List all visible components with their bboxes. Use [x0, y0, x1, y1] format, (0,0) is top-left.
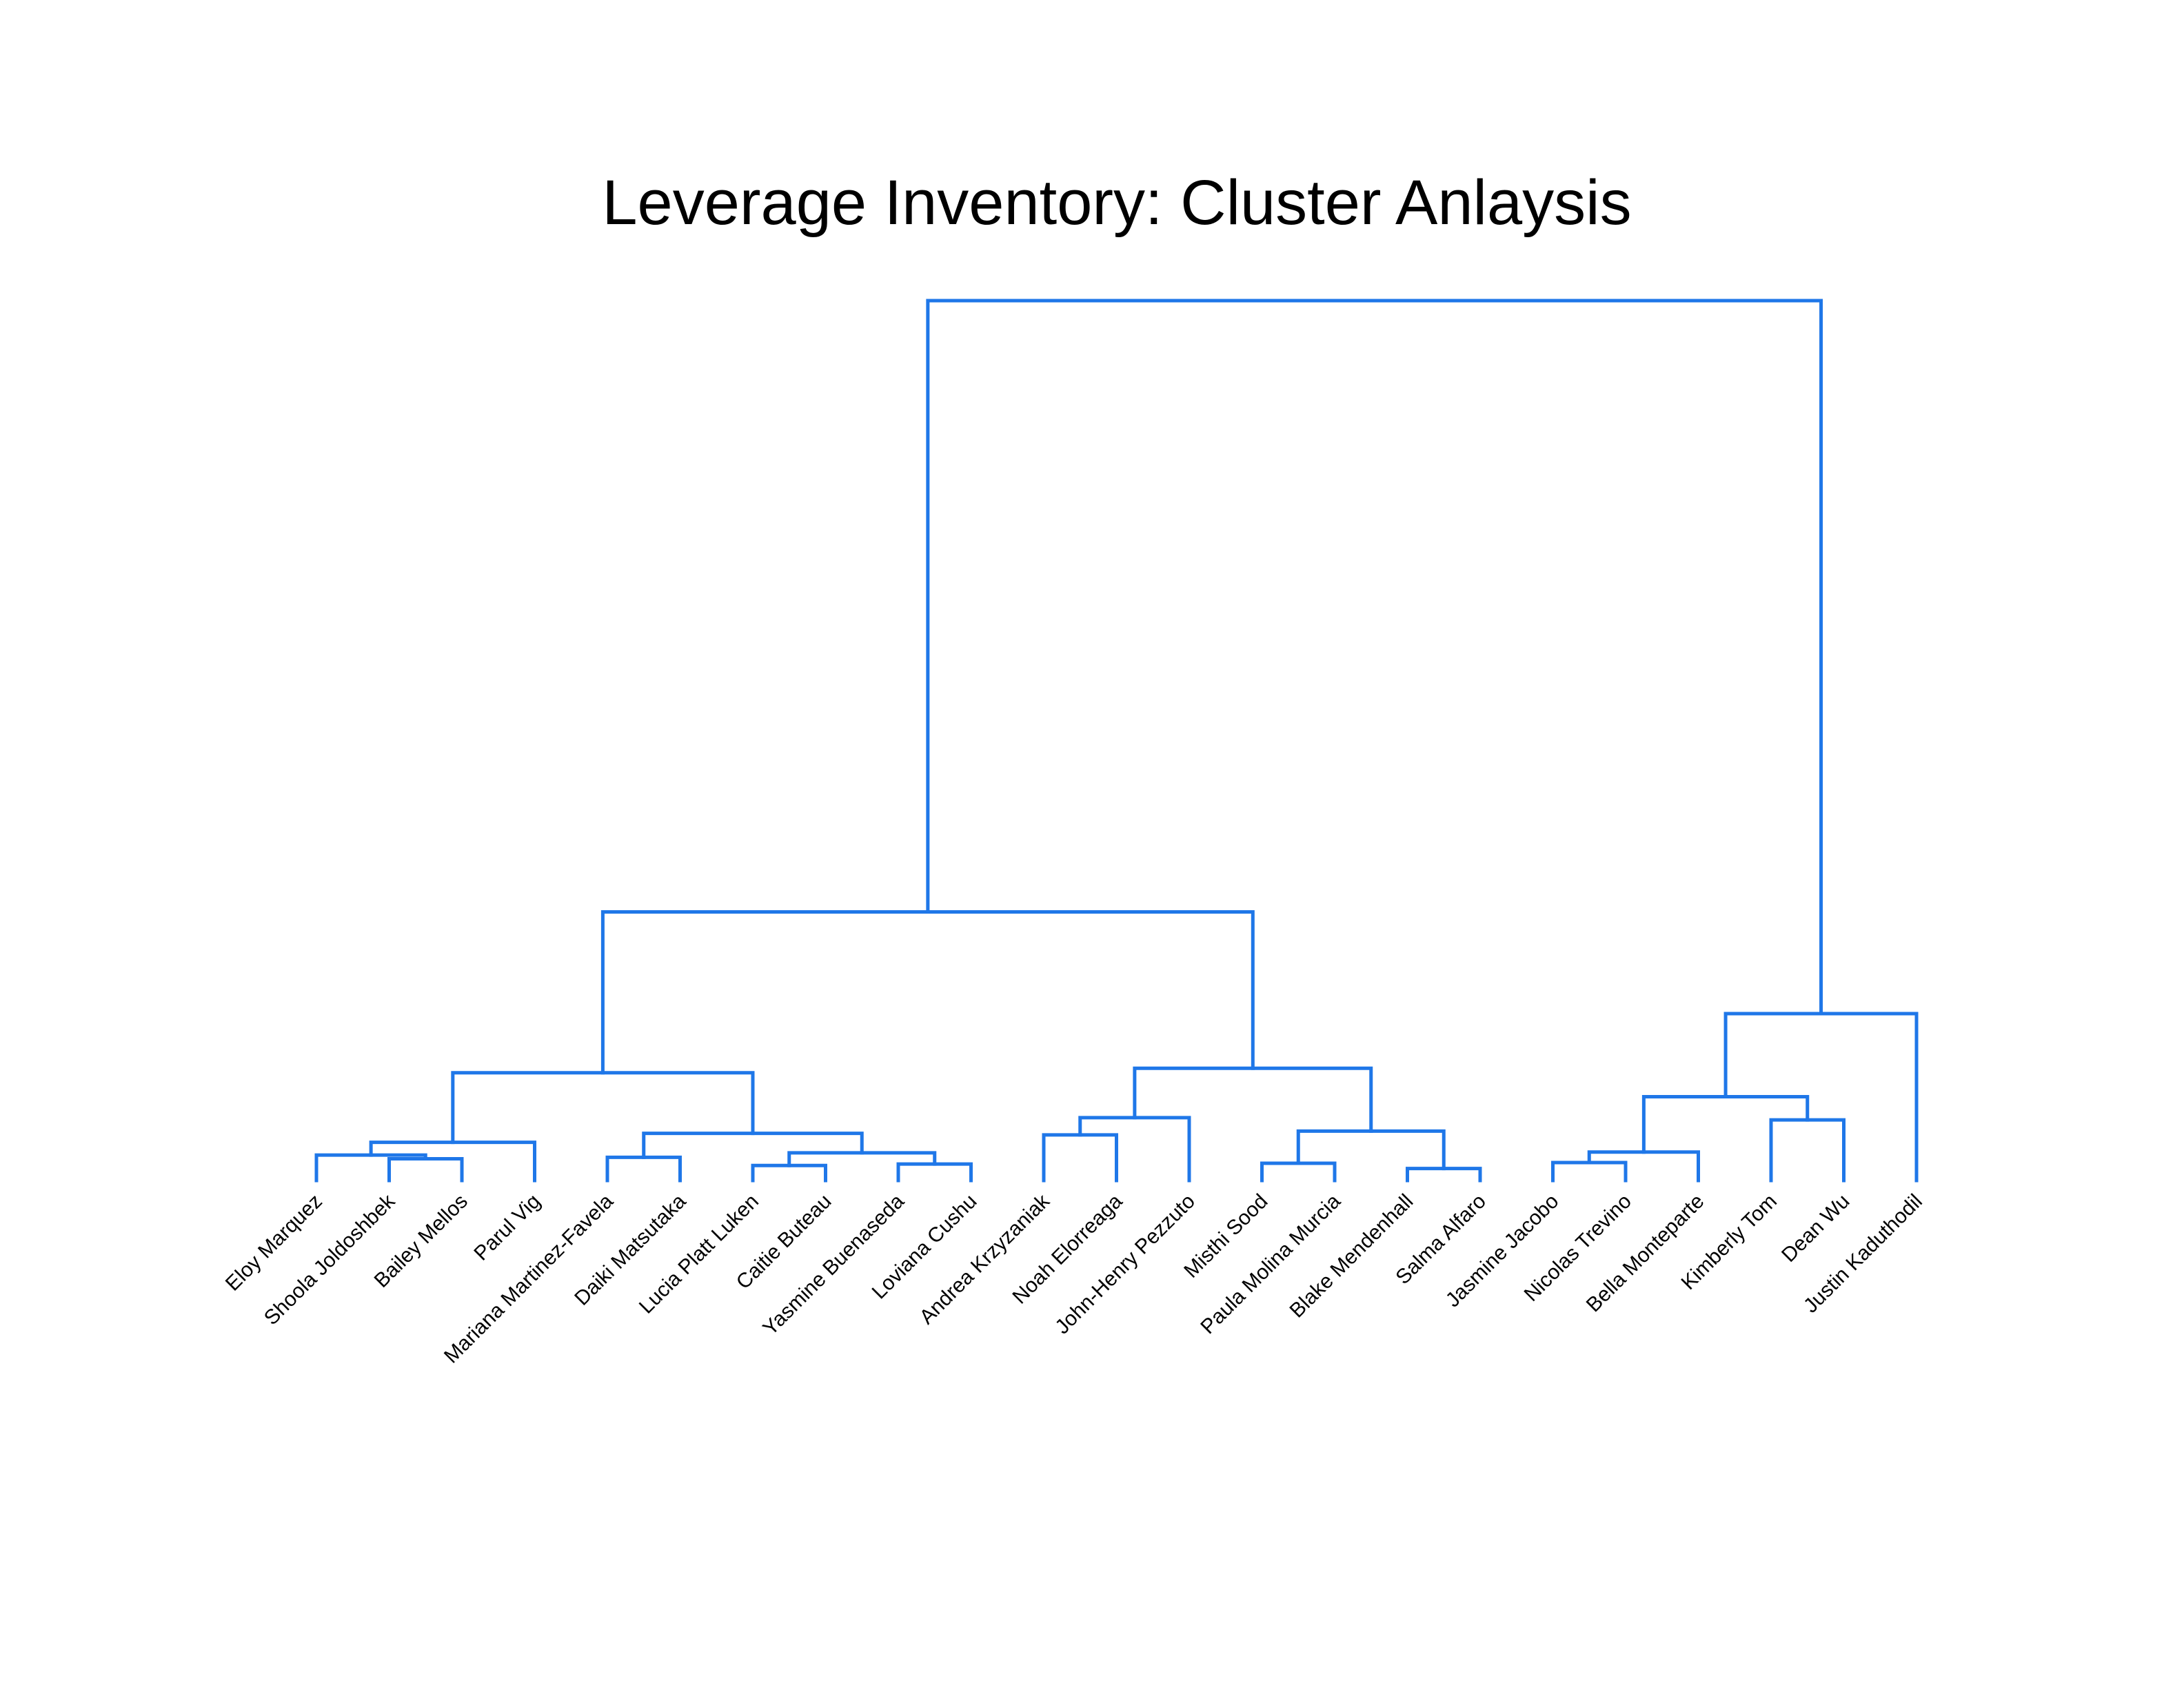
leaf-label-yasmine-buenaseda: Yasmine Buenaseda [758, 1189, 909, 1340]
dendrogram-link-c15 [1133, 1066, 1373, 1133]
leaf-label-dean-wu: Dean Wu [1777, 1190, 1854, 1267]
leaf-label-paula-molina-murcia: Paula Molina Murcia [1196, 1189, 1345, 1338]
dendrogram-link-c22 [926, 299, 1823, 1016]
leaf-label-parul-vig: Parul Vig [469, 1190, 545, 1265]
dendrogram-link-c18 [1587, 1150, 1700, 1183]
dendrogram-link-c12 [1260, 1161, 1337, 1183]
dendrogram-link-c3 [369, 1141, 536, 1183]
dendrogram-link-c16 [600, 910, 1255, 1075]
dendrogram-link-c17 [1551, 1160, 1628, 1183]
dendrogram-link-c4 [605, 1155, 682, 1183]
leaf-label-lucia-platt-luken: Lucia Platt Luken [635, 1190, 763, 1318]
dendrogram-link-c6 [896, 1162, 973, 1183]
leaf-label-shoola-joldoshbek: Shoola Joldoshbek [260, 1189, 400, 1329]
dendrogram-link-c13 [1406, 1167, 1482, 1183]
dendrogram-link-c11 [1078, 1116, 1191, 1183]
chart-title: Leverage Inventory: Cluster Anlaysis [602, 168, 1631, 238]
dendrogram-link-c5 [751, 1163, 827, 1183]
dendrogram-link-c10 [1042, 1133, 1118, 1183]
leaf-label-andrea-krzyzaniak: Andrea Krzyzaniak [916, 1189, 1055, 1329]
leaf-label-john-henry-pezzuto: John-Henry Pezzuto [1051, 1190, 1200, 1339]
dendrogram-link-c19 [1769, 1118, 1846, 1183]
dendrogram-links [314, 299, 1919, 1183]
dendrogram-link-c20 [1641, 1094, 1810, 1154]
dendrogram-link-c1 [387, 1157, 464, 1183]
leaf-label-blake-mendenhall: Blake Mendenhall [1285, 1190, 1417, 1323]
